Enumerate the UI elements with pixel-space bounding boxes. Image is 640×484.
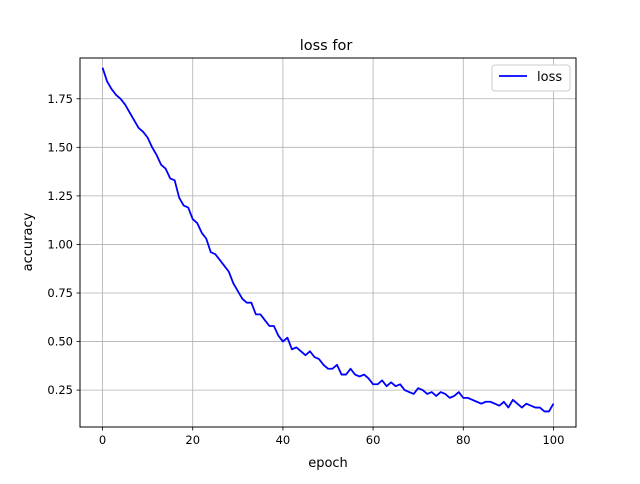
series-line-loss xyxy=(101,67,555,413)
plot-frame xyxy=(79,57,577,428)
y-tick-label: 0.75 xyxy=(47,286,73,300)
x-tick-label: 40 xyxy=(276,433,291,447)
y-tick-label: 1.25 xyxy=(47,189,73,203)
x-tick-label: 20 xyxy=(185,433,200,447)
y-axis-label: accuracy xyxy=(21,212,36,271)
x-tick-label: 0 xyxy=(99,433,106,447)
y-axis-ticks: 0.25 0.50 0.75 1.00 1.25 1.50 1.75 xyxy=(47,92,80,397)
x-tick-label: 60 xyxy=(366,433,381,447)
y-tick-label: 0.25 xyxy=(47,383,73,397)
x-tick-label: 80 xyxy=(456,433,471,447)
x-axis-label: epoch xyxy=(308,456,348,471)
chart-title: loss for xyxy=(300,38,353,54)
y-tick-label: 0.50 xyxy=(47,335,73,349)
x-axis-ticks: 0 20 40 60 80 100 xyxy=(99,427,564,447)
legend-box xyxy=(491,64,571,92)
x-tick-label: 100 xyxy=(542,433,564,447)
y-tick-label: 1.50 xyxy=(47,140,73,154)
y-tick-label: 1.00 xyxy=(47,237,73,251)
grid xyxy=(80,58,576,427)
series-group xyxy=(101,67,555,413)
y-tick-label: 1.75 xyxy=(47,92,73,106)
legend-label: loss xyxy=(537,70,562,85)
legend: loss xyxy=(491,64,571,92)
